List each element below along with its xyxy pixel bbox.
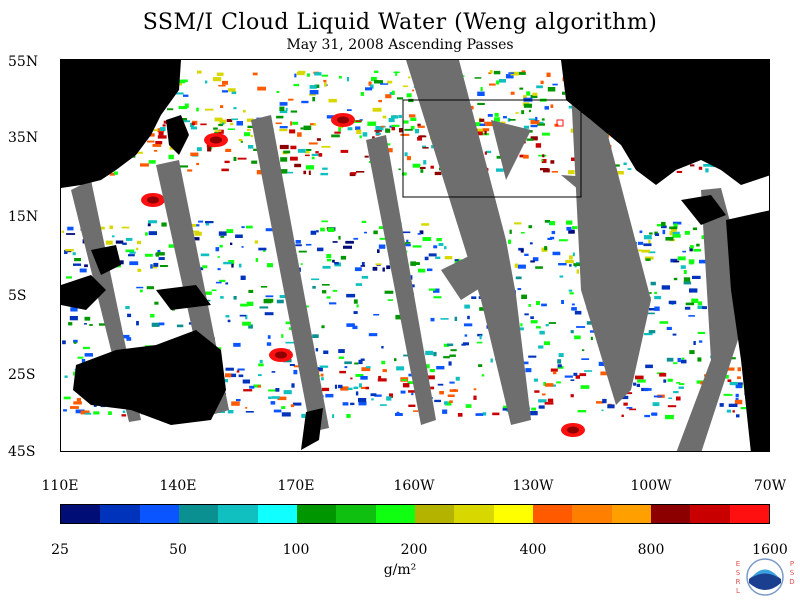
colorbar-tick-25: 25 — [51, 542, 69, 558]
colorbar-cell — [218, 505, 258, 523]
colorbar-cell — [61, 505, 101, 523]
colorbar-cell — [178, 505, 219, 523]
lon-label-170e: 170E — [277, 478, 315, 494]
colorbar-cell — [100, 505, 140, 523]
north-america-land — [561, 60, 769, 185]
new-zealand-land — [301, 408, 323, 450]
lon-label-160w: 160W — [393, 478, 435, 494]
colorbar-cell — [336, 505, 376, 523]
philippines-land — [91, 245, 121, 275]
colorbar-cell — [296, 505, 337, 523]
colorbar-cell — [650, 505, 691, 523]
colorbar-cell — [690, 505, 730, 523]
colorbar-cell — [414, 505, 455, 523]
colorbar-cell — [493, 505, 533, 523]
lat-label-45s: 45S — [8, 444, 36, 460]
colorbar-cell — [375, 505, 415, 523]
colorbar-cell — [532, 505, 573, 523]
lat-label-35n: 35N — [8, 130, 39, 146]
swath-5 — [406, 60, 531, 425]
swath-5b — [491, 120, 531, 180]
colorbar-cell — [572, 505, 612, 523]
lon-label-100w: 100W — [630, 478, 672, 494]
colorbar-tick-1600: 1600 — [752, 542, 788, 558]
colorbar-tick-200: 200 — [400, 542, 428, 558]
swath-3 — [251, 115, 329, 432]
map-svg — [61, 60, 769, 451]
colorbar-cell — [611, 505, 651, 523]
chart-subtitle: May 31, 2008 Ascending Passes — [286, 37, 514, 53]
colorbar — [60, 504, 770, 524]
lon-label-110e: 110E — [41, 478, 79, 494]
australia-land — [73, 330, 226, 425]
borneo-land — [61, 275, 106, 310]
colorbar-tick-800: 800 — [637, 542, 665, 558]
japan-land — [166, 115, 189, 155]
swath-6 — [571, 90, 651, 405]
swath-patch-2 — [561, 175, 606, 200]
lon-label-140e: 140E — [159, 478, 197, 494]
lat-label-25s: 25S — [8, 367, 36, 383]
lon-label-70w: 70W — [753, 478, 787, 494]
map-panel — [60, 59, 770, 452]
colorbar-cell — [257, 505, 297, 523]
marker-box — [556, 119, 564, 127]
colorbar-cell — [454, 505, 494, 523]
new-guinea-land — [156, 285, 211, 310]
swath-patch — [441, 250, 501, 300]
colorbar-cell — [729, 505, 769, 523]
colorbar-tick-400: 400 — [519, 542, 547, 558]
colorbar-cell — [139, 505, 179, 523]
inset-box — [402, 99, 582, 198]
lon-label-130w: 130W — [512, 478, 554, 494]
land — [61, 60, 769, 451]
noaa-emblem-icon — [746, 558, 784, 596]
asia-land — [61, 60, 181, 188]
lat-label-15n: 15N — [8, 209, 39, 225]
lat-label-5s: 5S — [8, 288, 27, 304]
chart-title: SSM/I Cloud Liquid Water (Weng algorithm… — [142, 10, 658, 35]
swath-4 — [366, 135, 436, 425]
central-america-land — [681, 195, 726, 225]
colorbar-unit: g/m² — [383, 562, 417, 578]
colorbar-tick-50: 50 — [169, 542, 187, 558]
south-america-land — [726, 210, 769, 451]
lat-label-55n: 55N — [8, 54, 39, 70]
colorbar-tick-100: 100 — [282, 542, 310, 558]
